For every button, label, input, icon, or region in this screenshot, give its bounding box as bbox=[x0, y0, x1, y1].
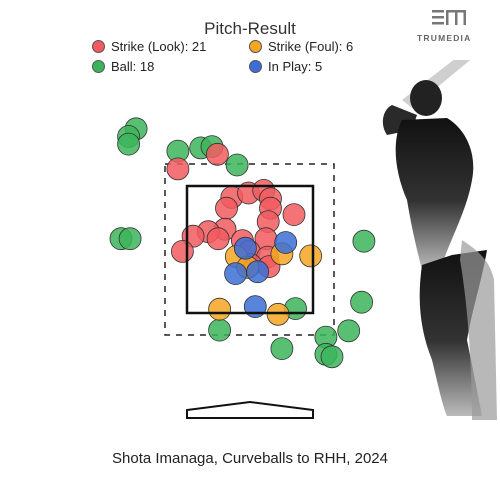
legend-label-in-play: In Play: 5 bbox=[268, 58, 323, 74]
pitch-point-strike-look-0 bbox=[205, 142, 229, 166]
pitch-point-ball-6 bbox=[225, 153, 249, 177]
legend-item-in-play: In Play: 5 bbox=[249, 58, 322, 74]
pitch-point-ball-17 bbox=[320, 345, 344, 369]
pitch-point-strike-foul-3 bbox=[208, 297, 232, 321]
pitch-point-ball-2 bbox=[117, 132, 141, 156]
legend-item-strike-look: Strike (Look): 21 bbox=[92, 38, 206, 54]
legend-label-strike-look: Strike (Look): 21 bbox=[111, 38, 207, 54]
home-plate bbox=[186, 400, 314, 419]
pitch-point-ball-13 bbox=[337, 319, 361, 343]
chart-caption: Shota Imanaga, Curveballs to RHH, 2024 bbox=[112, 450, 388, 467]
batter-silhouette-icon bbox=[382, 60, 497, 420]
legend-label-strike-foul: Strike (Foul): 6 bbox=[268, 38, 354, 54]
pitch-point-ball-9 bbox=[352, 229, 376, 253]
pitch-point-ball-8 bbox=[118, 227, 142, 251]
pitch-point-strike-foul-2 bbox=[299, 244, 323, 268]
strike-zone bbox=[185, 184, 315, 315]
pitch-point-strike-look-6 bbox=[215, 196, 238, 220]
legend-marker-ball bbox=[92, 59, 105, 73]
pitch-points bbox=[109, 117, 376, 369]
strike-zone-shadow bbox=[164, 163, 335, 336]
pitch-point-strike-look-18 bbox=[170, 239, 194, 263]
pitch-point-strike-look-8 bbox=[282, 203, 306, 227]
pitch-point-ball-15 bbox=[270, 337, 294, 361]
pitch-point-ball-12 bbox=[208, 318, 232, 342]
pitch-point-in-play-4 bbox=[243, 295, 267, 319]
legend-label-ball: Ball: 18 bbox=[111, 58, 155, 74]
legend-marker-strike-look bbox=[92, 39, 105, 53]
pitch-point-strike-foul-4 bbox=[266, 302, 290, 326]
pitch-point-in-play-0 bbox=[233, 236, 257, 260]
chart-title: Pitch-Result bbox=[204, 19, 296, 38]
pitch-point-ball-10 bbox=[350, 290, 374, 314]
pitch-point-in-play-1 bbox=[274, 231, 298, 254]
logo-wordmark: TRUMEDIA bbox=[417, 33, 472, 43]
pitch-point-in-play-2 bbox=[224, 262, 248, 286]
legend-marker-strike-foul bbox=[249, 39, 262, 53]
legend-item-ball: Ball: 18 bbox=[92, 58, 154, 74]
pitch-point-in-play-3 bbox=[246, 260, 270, 284]
pitch-point-strike-look-15 bbox=[206, 227, 230, 251]
trumedia-logo-icon bbox=[432, 10, 466, 25]
legend-marker-in-play bbox=[249, 59, 262, 73]
pitch-point-strike-look-1 bbox=[166, 157, 190, 181]
legend-item-strike-foul: Strike (Foul): 6 bbox=[249, 38, 353, 54]
